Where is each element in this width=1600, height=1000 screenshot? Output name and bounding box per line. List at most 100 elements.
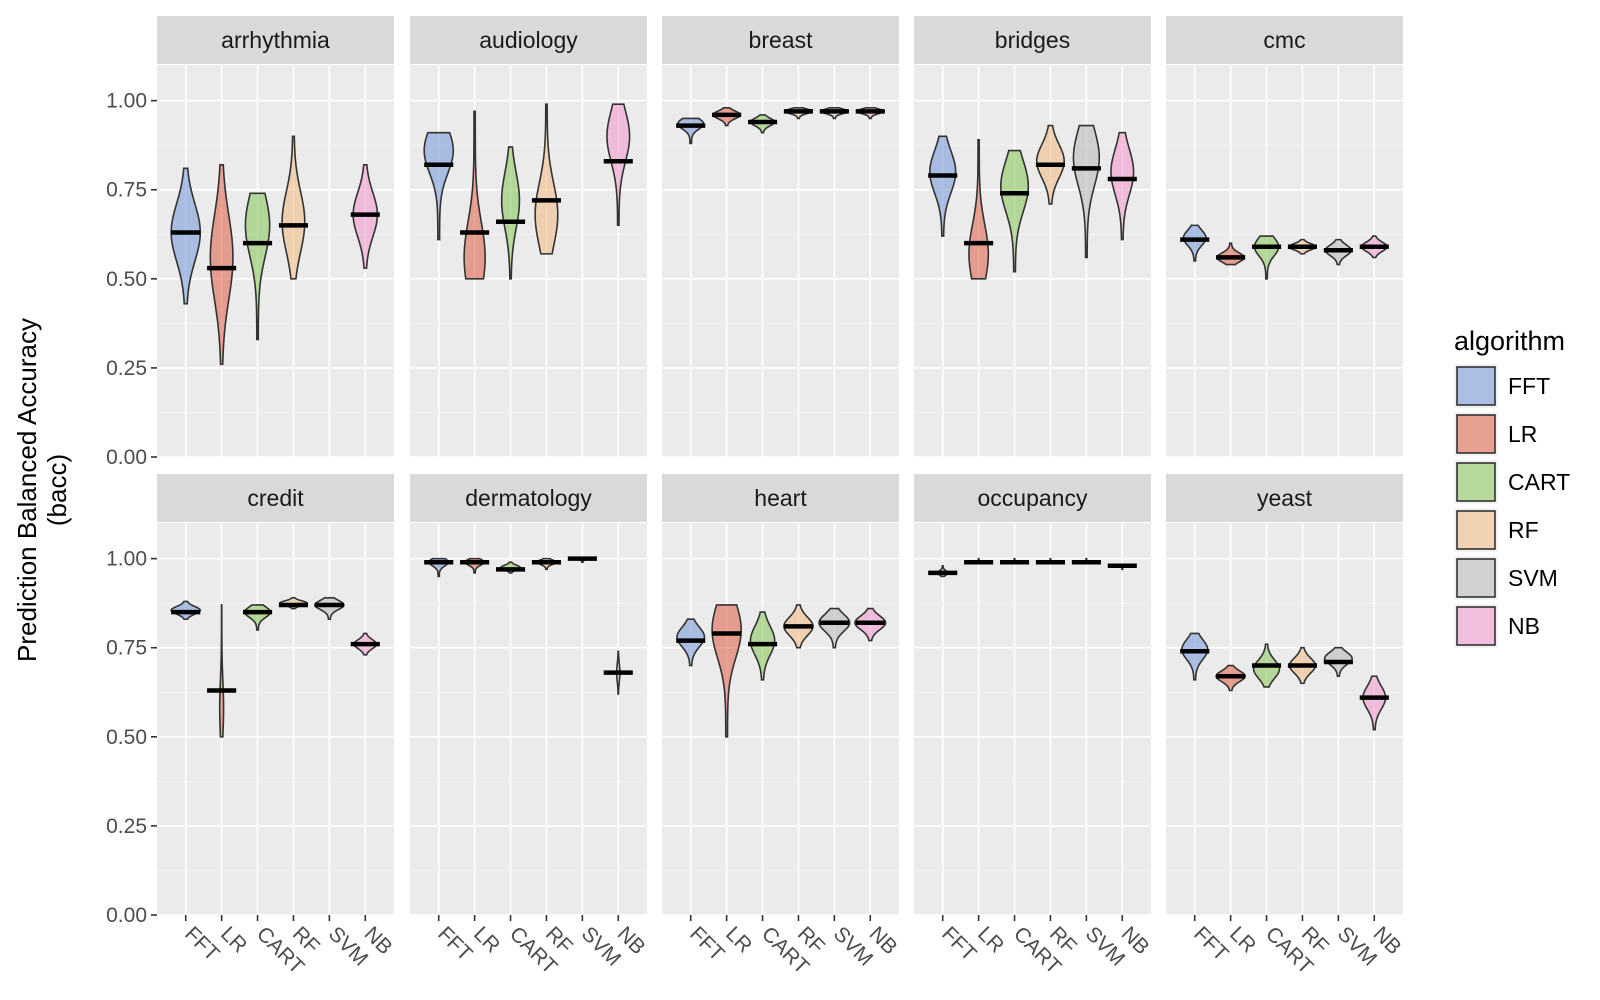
violin-CART [244,192,271,341]
y-tick-label: 0.75 [106,179,147,202]
violin-FFT [423,131,455,241]
y-axis-label-line1: Prediction Balanced Accuracy [12,318,42,662]
violin-FFT [170,167,202,305]
facet-title: heart [754,485,807,511]
y-tick-label: 1.00 [106,548,147,571]
violin-FFT [1180,632,1209,681]
violin-LR [463,110,486,280]
x-tick-label: FFT [180,922,224,966]
facet-strip [410,16,647,64]
panel-audiology: audiology [410,16,647,458]
facet-title: arrhythmia [221,27,330,53]
facet-title: occupancy [978,485,1088,511]
facet-title: audiology [479,27,578,53]
y-tick-label: 0.75 [106,637,147,660]
facet-strip [662,16,899,64]
violin-LR [711,604,742,738]
legend-swatch-RF [1456,510,1496,550]
panel-background [662,65,899,457]
legend: algorithm FFT LR CART RF SVM NB [1454,326,1570,648]
x-tick-label: LR [973,922,1008,957]
facet-strip [157,474,394,522]
legend-label-FFT: FFT [1508,373,1550,399]
legend-label-SVM: SVM [1508,565,1558,591]
legend-label-LR: LR [1508,421,1537,447]
x-tick-label: SVM [1081,922,1129,970]
x-tick-label: LR [721,922,756,957]
facet-title: breast [749,27,814,53]
facet-strip [1166,474,1403,522]
x-tick-label: SVM [577,922,625,970]
legend-label-CART: CART [1508,469,1570,495]
panel-background [410,523,647,915]
legend-label-RF: RF [1508,517,1539,543]
facet-panels: arrhythmia 0.00 0.25 0.50 0.75 1.00 audiology b… [106,16,1406,979]
violin-NB [1362,675,1387,731]
y-tick-label: 0.00 [106,904,147,927]
x-tick-label: LR [216,922,251,957]
facet-title: credit [247,485,304,511]
x-tick-label: FFT [685,922,729,966]
violin-FFT [929,135,957,237]
panel-background [914,523,1151,915]
facet-title: dermatology [465,485,592,511]
facet-strip [914,16,1151,64]
panel-bridges: bridges [914,16,1151,458]
violin-SVM [818,607,851,649]
facet-title: yeast [1257,485,1313,511]
x-tick-label: SVM [324,922,372,970]
x-tick-label: FFT [1189,922,1233,966]
violin-RF [534,103,559,255]
x-tick-label: LR [1225,922,1260,957]
facet-strip [914,474,1151,522]
facet-strip [157,16,394,64]
violin-NB [606,103,631,227]
facet-strip [1166,16,1403,64]
y-tick-label: 1.00 [106,90,147,113]
legend-title: algorithm [1454,326,1565,356]
panel-background [157,523,394,915]
facet-strip [662,474,899,522]
x-tick-label: FFT [937,922,981,966]
violin-LR [209,163,234,366]
violin-CART [1000,149,1030,273]
y-axis-label-line2: (bacc) [42,454,72,526]
y-tick-label: 0.25 [106,357,147,380]
panel-arrhythmia: arrhythmia 0.00 0.25 0.50 0.75 1.00 [106,16,394,469]
y-tick-label: 0.25 [106,815,147,838]
violin-RF [281,135,306,280]
violin-LR [218,604,225,738]
legend-swatch-FFT [1456,366,1496,406]
legend-swatch-CART [1456,462,1496,502]
facet-title: bridges [995,27,1070,53]
y-tick-label: 0.50 [106,268,147,291]
legend-swatch-LR [1456,414,1496,454]
legend-swatch-SVM [1456,558,1496,598]
facet-strip [410,474,647,522]
panel-background [1166,523,1403,915]
x-tick-label: SVM [1333,922,1381,970]
x-tick-label: FFT [433,922,477,966]
y-tick-label: 0.50 [106,726,147,749]
y-tick-label: 0.00 [106,446,147,469]
violin-SVM [1072,124,1101,259]
facet-title: cmc [1263,27,1305,53]
x-tick-label: LR [469,922,504,957]
x-tick-label: SVM [829,922,877,970]
panel-background [662,523,899,915]
panel-cmc: cmc [1166,16,1403,458]
panel-background [1166,65,1403,457]
panel-background [914,65,1151,457]
legend-swatch-NB [1456,606,1496,646]
panel-breast: breast [662,16,899,458]
violin-NB [1110,131,1135,241]
legend-label-NB: NB [1508,613,1540,639]
violin-FFT [1182,224,1207,262]
panel-background [157,65,394,457]
